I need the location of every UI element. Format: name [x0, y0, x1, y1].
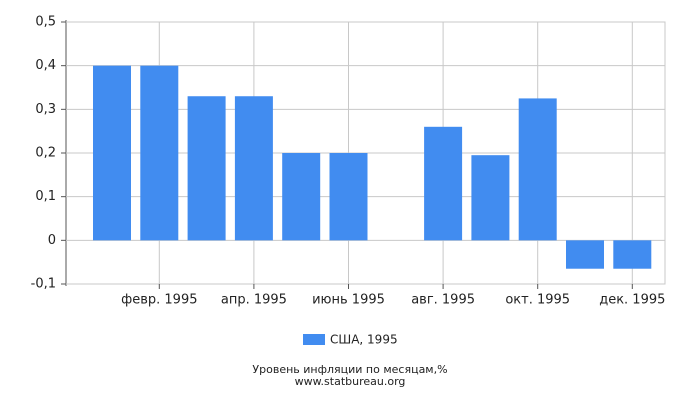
y-tick-label: 0,5 [35, 15, 56, 30]
legend-label: США, 1995 [330, 333, 398, 347]
bar [140, 65, 179, 241]
bar [329, 153, 368, 241]
y-tick-label: 0,1 [35, 189, 56, 204]
bar [234, 96, 273, 241]
chart-title: Уровень инфляции по месяцам,% [252, 363, 447, 376]
bar [566, 240, 604, 269]
y-tick-label: 0,3 [35, 102, 56, 117]
y-tick-label: 0 [48, 233, 56, 248]
y-tick-label: 0,2 [35, 146, 56, 161]
x-tick-label: февр. 1995 [121, 293, 197, 308]
bar [471, 155, 510, 241]
bar [518, 98, 557, 241]
bar [282, 153, 321, 241]
legend-swatch [303, 334, 325, 345]
chart-source: www.statbureau.org [295, 375, 406, 388]
x-tick-label: окт. 1995 [505, 293, 570, 308]
x-tick-label: авг. 1995 [411, 293, 475, 308]
bar [424, 126, 463, 241]
x-tick-label: дек. 1995 [599, 293, 665, 308]
y-tick-label: -0,1 [31, 277, 56, 292]
x-tick-label: апр. 1995 [221, 293, 287, 308]
bar [187, 96, 226, 241]
bar [93, 65, 131, 241]
x-tick-label: июнь 1995 [312, 293, 385, 308]
bar [613, 240, 652, 269]
y-tick-label: 0,4 [35, 58, 56, 73]
